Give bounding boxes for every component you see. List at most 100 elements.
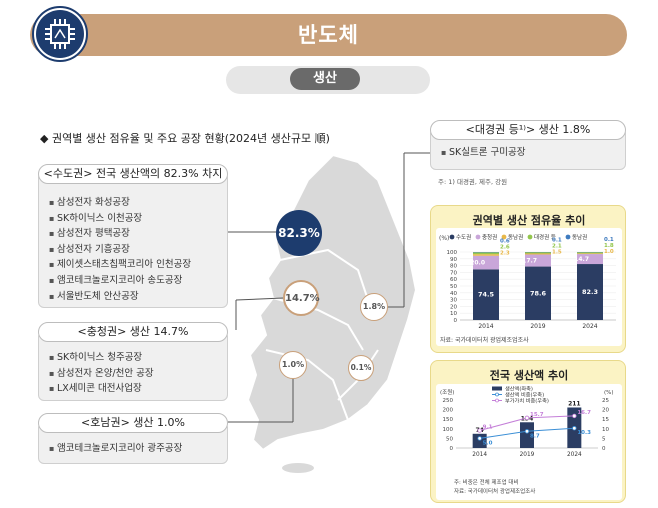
list-item: 제이셋스태츠칩팩코리아 인천공장: [49, 257, 191, 273]
bar-segment: [577, 253, 603, 255]
header-banner: 반도체: [30, 14, 627, 56]
y-tick-label: 200: [443, 408, 454, 414]
y2-tick-label: 25: [602, 398, 609, 404]
data-label: 10.3: [577, 430, 591, 436]
data-label: 15.7: [530, 412, 544, 418]
bar: [520, 422, 534, 448]
data-label: 78.6: [530, 289, 547, 297]
data-label: 5.0: [483, 440, 493, 446]
region-box-chungcheong: SK하이닉스 청주공장 삼성전자 온양/천안 공장 LX세미콘 대전사업장: [38, 331, 228, 401]
list-item: 삼성전자 평택공장: [49, 226, 191, 242]
data-label: 8.7: [530, 433, 540, 439]
chart-title-production: 전국 생산액 추이: [489, 369, 569, 382]
region-list-honam: 앰코테크놀로지코리아 광주공장: [49, 441, 182, 457]
x-tick-label: 2019: [520, 452, 535, 458]
region-title-capital: <수도권> 전국 생산액의 82.3% 차지: [38, 164, 228, 184]
legend-label: 수도권: [456, 233, 471, 241]
legend-marker: [565, 234, 571, 240]
bar-segment: [473, 254, 499, 256]
bar-segment: [525, 254, 551, 267]
chart-left-unit: (조원): [440, 388, 454, 396]
y-tick-label: 100: [447, 250, 458, 256]
y-tick-label: 0: [454, 318, 458, 324]
data-label: 17.7: [522, 258, 537, 265]
region-list-daegyeong: SK실트론 구미공장: [441, 145, 525, 161]
bar-segment: [473, 269, 499, 320]
data-label: 2.6: [500, 245, 510, 251]
y2-tick-label: 10: [602, 427, 609, 433]
list-item: LX세미콘 대전사업장: [49, 381, 154, 397]
list-item: 삼성전자 온양/천안 공장: [49, 366, 154, 382]
data-label: 1.0: [604, 249, 614, 255]
region-title-honam: <호남권> 생산 1.0%: [38, 413, 228, 433]
legend-marker: [501, 234, 507, 240]
list-item: SK하이닉스 청주공장: [49, 350, 154, 366]
legend-label: 대경권 등: [534, 233, 556, 241]
y2-tick-label: 20: [602, 408, 609, 414]
data-label: 211: [568, 400, 581, 407]
legend-marker: [475, 234, 481, 240]
bar-segment: [473, 252, 499, 255]
bar-segment: [525, 252, 551, 254]
bar: [472, 433, 487, 448]
bar-segment: [525, 253, 551, 255]
data-label: 1.5: [552, 250, 562, 256]
share-bubble-dongnam: 0.1%: [348, 355, 374, 381]
legend-label: 부가가치 비중(우축): [505, 397, 549, 405]
share-bubble-honam: 1.0%: [279, 351, 307, 379]
y-tick-label: 40: [450, 291, 457, 297]
share-bubble-capital: 82.3%: [276, 210, 322, 256]
x-tick-label: 2024: [582, 323, 597, 330]
data-label: 2.1: [552, 244, 562, 250]
region-list-capital: 삼성전자 화성공장 SK하이닉스 이천공장 삼성전자 평택공장 삼성전자 기흥공…: [49, 195, 191, 304]
y-tick-label: 20: [450, 304, 457, 310]
chart-title-share: 권역별 생산 점유율 추이: [472, 214, 586, 227]
y2-tick-label: 5: [602, 436, 606, 442]
y-tick-label: 50: [446, 436, 453, 442]
share-bubble-daegyeong: 1.8%: [360, 293, 388, 321]
data-label: 20.0: [470, 260, 485, 267]
data-label: 0.6: [500, 239, 510, 245]
region-box-capital: 삼성전자 화성공장 SK하이닉스 이천공장 삼성전자 평택공장 삼성전자 기흥공…: [38, 172, 228, 308]
production-chart: (조원) (%) 생산액(좌축)생산액 비중(우축)부가가치 비중(우축) 0 5…: [436, 384, 622, 500]
y-tick-label: 50: [450, 284, 457, 290]
legend-marker: [449, 234, 455, 240]
chart-source-share: 자료: 국가데이터처 광업제조업조사: [440, 336, 529, 344]
legend-label: 충청권: [482, 233, 497, 241]
legend-label: 생산액 비중(우축): [505, 391, 544, 399]
bar-segment: [525, 266, 551, 320]
data-label: 9.1: [483, 425, 493, 431]
legend-marker-dot: [495, 398, 499, 403]
data-label: 74.5: [478, 291, 495, 299]
y-tick-label: 30: [450, 298, 457, 304]
y-tick-label: 70: [450, 270, 457, 276]
line-point: [477, 436, 482, 441]
data-label: 82.3: [582, 288, 598, 296]
y2-tick-label: 0: [602, 446, 606, 452]
data-label: 1.8: [604, 243, 614, 249]
chart-right-unit: (%): [604, 390, 614, 396]
y-tick-label: 250: [443, 398, 454, 404]
y-tick-label: 100: [443, 427, 454, 433]
legend-label: 생산액(좌축): [505, 385, 533, 393]
region-list-chungcheong: SK하이닉스 청주공장 삼성전자 온양/천안 공장 LX세미콘 대전사업장: [49, 350, 154, 397]
line-point: [524, 429, 530, 434]
data-label: 0.1: [604, 237, 614, 243]
y-tick-label: 80: [450, 264, 457, 270]
bar-segment: [577, 252, 603, 254]
line-point: [572, 426, 577, 431]
bar-segment: [577, 254, 603, 265]
y-tick-label: 150: [443, 417, 454, 423]
legend-marker-dot: [495, 392, 499, 397]
chart-note-2: 자료: 국가데이터처 광업제조업조사: [454, 487, 535, 495]
y-tick-label: 0: [450, 446, 454, 452]
x-tick-label: 2024: [567, 452, 582, 458]
page-title: 반도체: [298, 23, 359, 47]
chart-note-1: 주: 비중은 전체 제조업 대비: [454, 478, 519, 486]
bar-segment: [577, 264, 603, 320]
line-point: [477, 428, 482, 433]
bar-segment: [473, 255, 499, 270]
y-tick-label: 10: [450, 311, 457, 317]
x-tick-label: 2019: [530, 323, 545, 330]
region-title-chungcheong: <충청권> 생산 14.7%: [38, 322, 228, 342]
